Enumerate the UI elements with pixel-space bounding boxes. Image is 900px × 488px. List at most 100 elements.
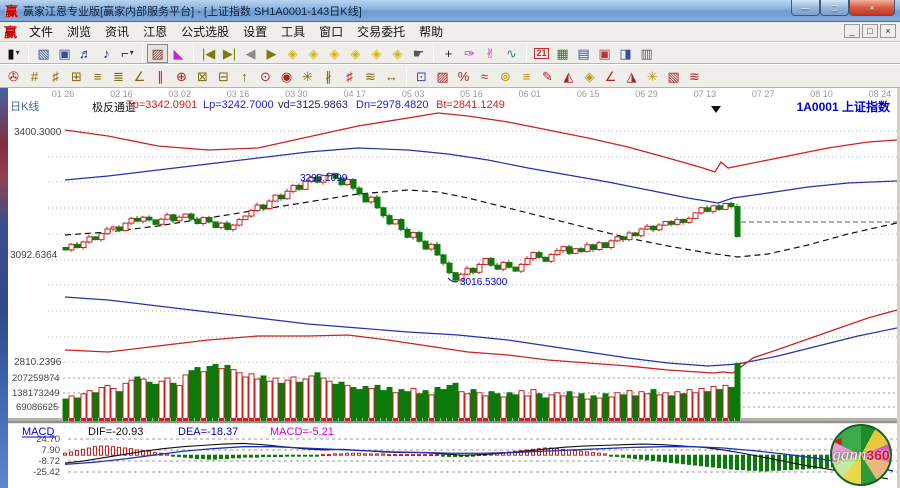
date-axis-label: 02 16	[110, 89, 133, 99]
gann-grid-tool[interactable]: ♯	[52, 68, 59, 84]
minimize-button[interactable]: —	[791, 0, 820, 16]
menu-item-4[interactable]: 公式选股	[181, 25, 230, 39]
tri-up-tool[interactable]: ◭	[563, 68, 574, 84]
line-mode-button[interactable]: ⌐ ▾	[121, 45, 134, 61]
zoom-in-v-icon[interactable]: ◈	[392, 45, 403, 61]
date-axis-label: 03 02	[168, 89, 191, 99]
date-axis-label: 06 29	[635, 89, 658, 99]
brush-tool[interactable]: ✎	[542, 68, 553, 84]
menu-item-0[interactable]: 文件	[29, 25, 54, 39]
price-line-tool[interactable]: ≡	[93, 68, 102, 84]
wave-red-tool[interactable]: ≋	[689, 68, 700, 84]
prev-bar-icon[interactable]: ◀	[245, 45, 256, 61]
sc-line-tool[interactable]: ≈	[480, 68, 489, 84]
price-axis-label: 3400.3000	[14, 127, 62, 138]
pan-right-icon[interactable]: ◈	[308, 45, 319, 61]
remote-pc-icon[interactable]: ▥	[640, 45, 653, 61]
menu-item-9[interactable]: 帮助	[419, 25, 444, 39]
indicator-value-4: Bt=2841.1249	[436, 99, 505, 111]
hammer-tool[interactable]: ✇	[8, 68, 19, 84]
fib-grid-tool[interactable]: ♯	[346, 68, 353, 84]
quote-list-icon[interactable]: ▤	[577, 45, 590, 61]
mdi-restore-button[interactable]: □	[862, 24, 878, 38]
rect-red-tool[interactable]: ▧	[667, 68, 680, 84]
ruler-tool[interactable]: ⊟	[218, 68, 229, 84]
axis-strip	[8, 418, 897, 424]
arrow-up-tool[interactable]: ↑	[241, 68, 248, 84]
menu-item-5[interactable]: 设置	[243, 25, 268, 39]
percent-tool[interactable]: %	[457, 68, 470, 84]
peak-price-annotation: 3295.1099	[300, 173, 348, 184]
gann-box-tool[interactable]: ⊞	[71, 68, 82, 84]
gann-fan-tool[interactable]: ∥	[157, 68, 164, 84]
calendar-icon[interactable]: 21	[534, 47, 549, 59]
price-grid-tool[interactable]: ⊠	[197, 68, 208, 84]
color-flag-icon[interactable]: ◣	[173, 45, 184, 61]
time-cycle-tool[interactable]: ⊙	[260, 68, 271, 84]
menu-item-6[interactable]: 工具	[281, 25, 306, 39]
maximize-button[interactable]: □	[820, 0, 849, 16]
menu-item-3[interactable]: 江恩	[143, 25, 168, 39]
label-b-icon[interactable]: ✌	[485, 45, 496, 61]
circle-cycle-tool[interactable]: ⊕	[176, 68, 187, 84]
menu-item-8[interactable]: 交易委托	[357, 25, 406, 39]
pan-left-icon[interactable]: ◈	[287, 45, 298, 61]
edge-tool[interactable]: ◮	[626, 68, 637, 84]
menu-app-icon: 赢	[4, 25, 18, 40]
kline-type-button[interactable]: ▮ ▾	[7, 45, 20, 61]
label-a-icon[interactable]: ✑	[464, 45, 475, 61]
board-stat-tool[interactable]: ⊡	[416, 68, 427, 84]
candles-layer	[62, 172, 741, 283]
channel-tool[interactable]: ∦	[325, 68, 332, 84]
menu-item-1[interactable]: 浏览	[67, 25, 92, 39]
kline-chart-canvas[interactable]: 3295.1099 3016.5300 3400.3000 3092.6364 2810…	[8, 88, 897, 488]
wave-count-tool[interactable]: ≋	[365, 68, 376, 84]
star-burst-tool[interactable]: ✳	[302, 68, 313, 84]
gold-line-tool[interactable]: ≡	[522, 68, 531, 84]
close-button[interactable]: ×	[849, 0, 895, 16]
date-axis-label: 03 30	[285, 89, 308, 99]
drag-hand-icon[interactable]: ☛	[412, 45, 425, 61]
title-bar[interactable]: 赢 赢家江恩专业版[赢家内部服务平台] - [上证指数 SH1A0001-143…	[0, 0, 900, 22]
volume-axis-label: 138173249	[12, 388, 60, 399]
zoom-in-h-icon[interactable]: ◈	[350, 45, 361, 61]
date-axis-label: 04 17	[343, 89, 366, 99]
grid-tool[interactable]: #	[30, 68, 39, 84]
calculator-icon[interactable]: ▦	[556, 45, 569, 61]
tv-icon[interactable]: ▣	[598, 45, 611, 61]
last-bar-icon[interactable]: ▶|	[222, 45, 237, 61]
crosshair-icon[interactable]: +	[444, 45, 453, 61]
mdi-minimize-button[interactable]: _	[844, 24, 860, 38]
indicator-name[interactable]: 极反通道	[92, 102, 136, 114]
macd-axis-label: -25.42	[33, 467, 60, 478]
first-bar-icon[interactable]: |◀	[201, 45, 216, 61]
sound-alert-icon[interactable]: ♬	[79, 45, 92, 61]
spiral-tool[interactable]: ◉	[280, 68, 293, 84]
gold-box-tool[interactable]: ◈	[584, 68, 595, 84]
info-browse-icon[interactable]: ▣	[58, 45, 71, 61]
volume-axis-label: 207259874	[12, 373, 60, 384]
menu-item-2[interactable]: 资讯	[105, 25, 130, 39]
angle2-tool[interactable]: ∠	[604, 68, 617, 84]
gold-circle-tool[interactable]: ⊚	[500, 68, 511, 84]
indicator-value-2: vd=3125.9863	[278, 99, 349, 111]
spring-tool[interactable]: ✳	[647, 68, 658, 84]
time-line-tool[interactable]: ≣	[113, 68, 124, 84]
menu-item-7[interactable]: 窗口	[319, 25, 344, 39]
date-axis-label: 05 16	[460, 89, 483, 99]
window-title: 赢家江恩专业版[赢家内部服务平台] - [上证指数 SH1A0001-143日K…	[23, 5, 362, 18]
angle-line-tool[interactable]: ∠	[133, 68, 146, 84]
next-bar-icon[interactable]: ▶	[266, 45, 277, 61]
sound-alert2-icon[interactable]: ♪	[103, 45, 110, 61]
shape-red-tool[interactable]: ▨	[436, 68, 449, 84]
mdi-close-button[interactable]: ×	[880, 24, 896, 38]
zoom-out-h-icon[interactable]: ◈	[329, 45, 340, 61]
gann360-logo: ◀ gann 360	[830, 424, 892, 486]
measure-tool[interactable]: ↔	[385, 68, 398, 84]
save-disk-icon[interactable]: ◨	[619, 45, 632, 61]
date-axis-label: 01 26	[52, 89, 75, 99]
dynamic-board-icon[interactable]: ▧	[37, 45, 50, 61]
zoom-out-v-icon[interactable]: ◈	[371, 45, 382, 61]
draw-wave-icon[interactable]: ∿	[506, 45, 517, 61]
pattern-mode-icon[interactable]: ▨	[147, 43, 168, 63]
